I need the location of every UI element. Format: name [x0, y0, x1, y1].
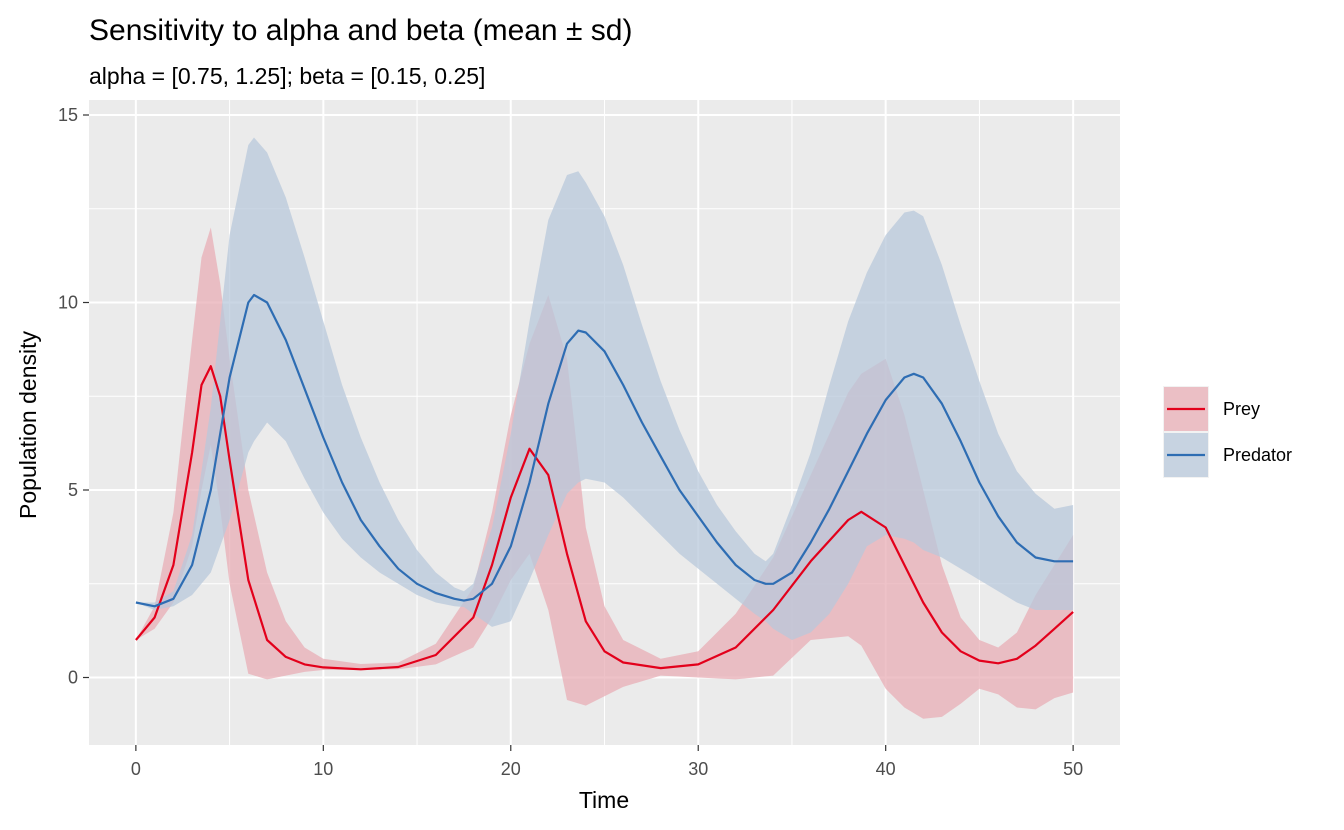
y-axis: 0 5 10 15	[58, 105, 89, 688]
legend-label: Prey	[1223, 399, 1260, 419]
legend-label: Predator	[1223, 445, 1292, 465]
x-tick-label: 40	[876, 759, 896, 779]
y-tick-label: 15	[58, 105, 78, 125]
mean-line-prey	[135, 365, 1074, 671]
chart-title: Sensitivity to alpha and beta (mean ± sd…	[89, 14, 632, 47]
mean-line-predator	[135, 293, 1074, 608]
x-axis-title: Time	[579, 787, 629, 813]
x-tick-label: 30	[688, 759, 708, 779]
y-tick-label: 5	[68, 480, 78, 500]
y-tick-label: 10	[58, 293, 78, 313]
mean-lines	[135, 293, 1074, 671]
x-tick-label: 10	[313, 759, 333, 779]
x-axis: 0 10 20 30 40 50	[131, 745, 1083, 779]
x-tick-label: 0	[131, 759, 141, 779]
ribbon-predator	[135, 137, 1074, 640]
y-axis-title: Population density	[15, 331, 41, 519]
sd-ribbons	[135, 137, 1074, 719]
chart-subtitle: alpha = [0.75, 1.25]; beta = [0.15, 0.25…	[89, 63, 485, 89]
y-tick-label: 0	[68, 668, 78, 688]
legend: Prey Predator	[1163, 386, 1292, 478]
x-tick-label: 50	[1063, 759, 1083, 779]
x-tick-label: 20	[501, 759, 521, 779]
